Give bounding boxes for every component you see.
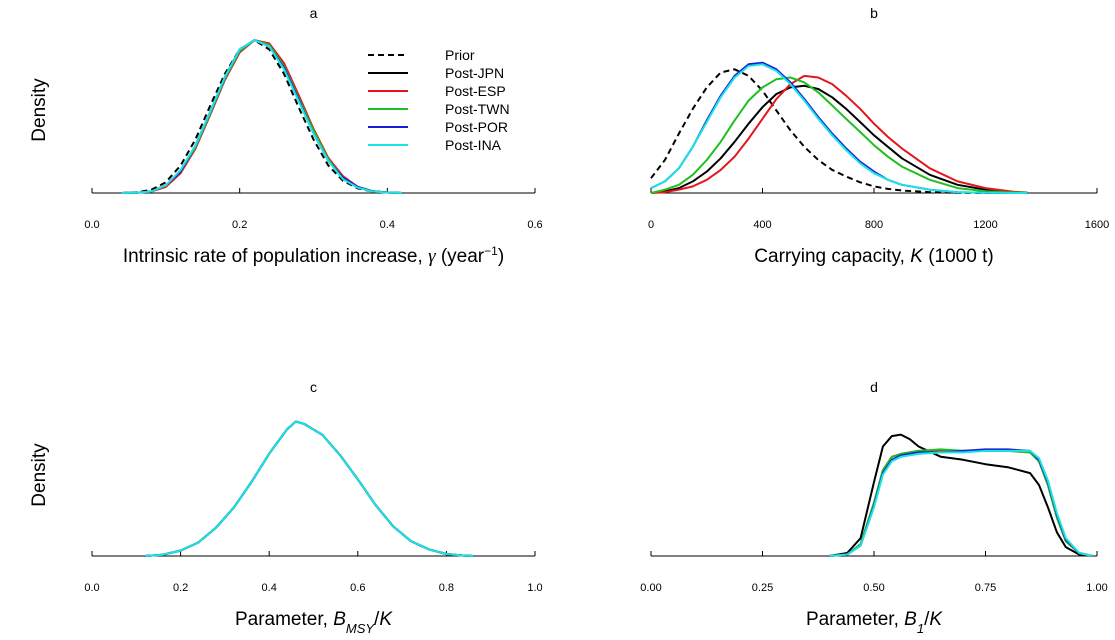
panel-c: c 0.0 0.2 0.4 0.6 0.8 1.0 Parameter, BMSY/K: [84, 379, 542, 636]
series-line-post-jpn: [145, 420, 474, 557]
panel-d: d 0.00 0.25 0.50 0.75 1.00 Parameter, B1/K: [640, 379, 1107, 636]
series-line-post-por: [145, 420, 474, 557]
x-tick-label: 1200: [973, 219, 997, 231]
series-line-post-ina: [650, 63, 1028, 194]
series-line-post-por: [121, 39, 403, 194]
x-axis-label-c: Parameter, BMSY/K: [235, 609, 393, 636]
series-line-post-ina: [121, 39, 403, 194]
series-line-prior: [650, 68, 1028, 194]
series-line-post-ina: [145, 420, 474, 557]
y-axis-label-density: Density: [29, 78, 50, 142]
series-line-post-esp: [121, 39, 403, 194]
y-axis-label-density: Density: [29, 443, 50, 507]
series-line-prior: [121, 39, 403, 194]
series-line-post-jpn: [829, 433, 1093, 557]
x-axis-label-b: Carrying capacity, K (1000 t): [754, 246, 993, 267]
x-tick-label: 400: [753, 219, 771, 231]
x-tick-label: 0.00: [640, 582, 661, 594]
panel-title-d: d: [870, 379, 878, 395]
panel-a: a 0.0 0.2 0.4 0.6 Intrinsic rate of populatio…: [84, 5, 542, 267]
x-tick-label: 1.00: [1086, 582, 1107, 594]
legend-item-post-twn: Post-TWN: [368, 101, 510, 117]
panel-title-c: c: [310, 379, 317, 395]
legend-item-post-por: Post-POR: [368, 119, 508, 135]
x-axis-label-d: Parameter, B1/K: [806, 609, 943, 636]
legend-label: Post-JPN: [445, 65, 504, 81]
x-axis-label-a: Intrinsic rate of population increase, γ…: [123, 244, 504, 267]
legend-item-post-esp: Post-ESP: [368, 83, 506, 99]
series-line-post-twn: [145, 420, 474, 557]
x-tick-label: 0.0: [84, 582, 99, 594]
legend-label: Post-TWN: [445, 101, 510, 117]
x-tick-label: 0.2: [173, 582, 188, 594]
legend: Prior Post-JPN Post-ESP Post-TWN Post-POR Pos…: [368, 47, 510, 153]
x-tick-label: 0.25: [752, 582, 773, 594]
series-line-post-twn: [650, 76, 1028, 194]
x-tick-label: 0.50: [863, 582, 884, 594]
x-tick-label: 0: [648, 219, 654, 231]
series-line-prior: [145, 420, 474, 557]
panel-b: b 0 400 800 1200 1600 Carrying capacity, K (10…: [648, 5, 1109, 267]
legend-label: Post-ESP: [445, 83, 506, 99]
legend-label: Post-INA: [445, 137, 502, 153]
legend-label: Post-POR: [445, 119, 508, 135]
series-line-post-esp: [145, 420, 474, 557]
x-tick-label: 0.6: [527, 219, 542, 231]
series-line-post-jpn: [650, 84, 1028, 194]
x-tick-label: 0.0: [84, 219, 99, 231]
legend-item-prior: Prior: [368, 47, 475, 63]
x-tick-label: 0.6: [350, 582, 365, 594]
series-line-post-twn: [121, 39, 403, 194]
x-tick-label: 0.4: [262, 582, 277, 594]
legend-item-post-ina: Post-INA: [368, 137, 502, 153]
x-tick-label: 0.8: [439, 582, 454, 594]
x-tick-label: 0.4: [380, 219, 395, 231]
legend-label: Prior: [445, 47, 475, 63]
panel-title-a: a: [310, 5, 318, 21]
x-tick-label: 800: [865, 219, 883, 231]
series-line-post-esp: [650, 74, 1028, 194]
x-tick-label: 1600: [1085, 219, 1109, 231]
series-line-post-ina: [829, 449, 1093, 557]
panel-title-b: b: [870, 5, 878, 21]
x-tick-label: 1.0: [527, 582, 542, 594]
x-tick-label: 0.2: [232, 219, 247, 231]
series-line-post-jpn: [121, 39, 403, 194]
x-tick-label: 0.75: [975, 582, 996, 594]
legend-item-post-jpn: Post-JPN: [368, 65, 504, 81]
